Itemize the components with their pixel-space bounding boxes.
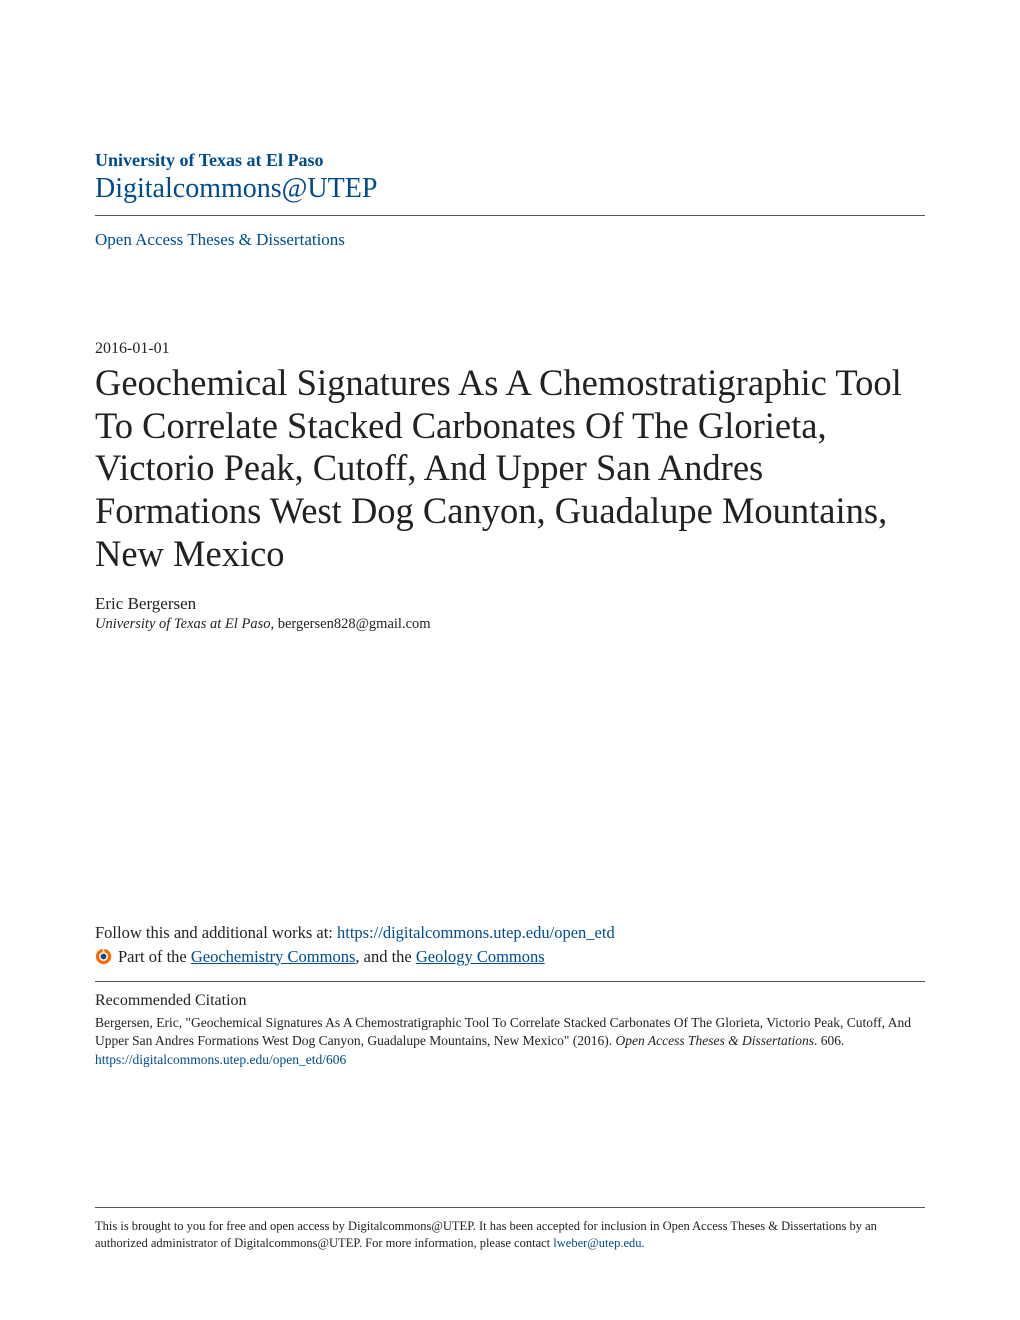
citation-text: Bergersen, Eric, "Geochemical Signatures… <box>95 1014 925 1050</box>
partof-joiner: , and the <box>355 947 415 966</box>
footer-text-after: . <box>642 1236 645 1250</box>
part-of-line: Part of the Geochemistry Commons, and th… <box>95 947 925 967</box>
follow-prefix: Follow this and additional works at: <box>95 923 337 942</box>
affiliation-institution: University of Texas at El Paso <box>95 616 270 632</box>
footer-text-before: This is brought to you for free and open… <box>95 1219 877 1250</box>
collection-breadcrumb[interactable]: Open Access Theses & Dissertations <box>95 230 925 250</box>
author-affiliation: University of Texas at El Paso, bergerse… <box>95 616 925 633</box>
site-name[interactable]: Digitalcommons@UTEP <box>95 173 925 205</box>
affiliation-sep: , <box>270 616 277 632</box>
partof-prefix: Part of the <box>118 947 191 966</box>
citation-after-series: . 606. <box>814 1033 844 1048</box>
subject-link-geology[interactable]: Geology Commons <box>416 947 545 966</box>
repository-header: University of Texas at El Paso Digitalco… <box>95 150 925 205</box>
partof-text: Part of the Geochemistry Commons, and th… <box>118 947 545 967</box>
follow-line: Follow this and additional works at: htt… <box>95 923 925 943</box>
author-email: bergersen828@gmail.com <box>278 616 431 632</box>
citation-heading: Recommended Citation <box>95 992 925 1010</box>
document-title: Geochemical Signatures As A Chemostratig… <box>95 362 925 576</box>
institution-name: University of Texas at El Paso <box>95 150 925 171</box>
citation-url-link[interactable]: https://digitalcommons.utep.edu/open_etd… <box>95 1052 925 1068</box>
publication-date: 2016-01-01 <box>95 340 925 358</box>
footer-note: This is brought to you for free and open… <box>95 1207 925 1252</box>
citation-rule <box>95 981 925 982</box>
header-rule <box>95 215 925 216</box>
vertical-spacer <box>95 633 925 923</box>
follow-url-link[interactable]: https://digitalcommons.utep.edu/open_etd <box>337 923 615 942</box>
citation-series: Open Access Theses & Dissertations <box>615 1033 814 1048</box>
network-icon <box>95 948 112 965</box>
author-name: Eric Bergersen <box>95 594 925 614</box>
page: University of Texas at El Paso Digitalco… <box>0 0 1020 1320</box>
subject-link-geochemistry[interactable]: Geochemistry Commons <box>191 947 356 966</box>
footer-contact-link[interactable]: lweber@utep.edu <box>553 1236 641 1250</box>
